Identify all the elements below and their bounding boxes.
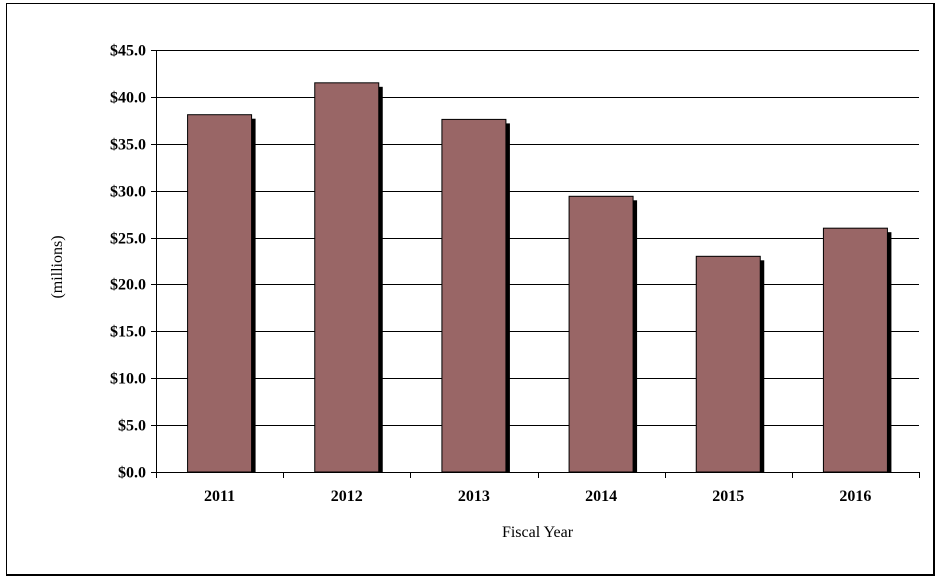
y-tick-label: $5.0 <box>118 418 146 435</box>
bar-2011 <box>187 114 253 473</box>
x-tick-label: 2013 <box>458 488 490 505</box>
x-tick-label: 2012 <box>331 488 363 505</box>
x-tick-label: 2015 <box>712 488 744 505</box>
x-tick-labels: 2011 2012 2013 2014 2015 2016 <box>204 488 871 505</box>
y-tick-label: $0.0 <box>118 465 146 482</box>
y-axis-title: (millions) <box>49 235 66 298</box>
x-tick-label: 2014 <box>585 488 617 505</box>
bars <box>187 82 892 473</box>
bar-2015 <box>695 255 761 473</box>
y-tick-label: $35.0 <box>110 137 146 154</box>
bar-2014 <box>568 195 634 473</box>
gridlines <box>156 50 919 426</box>
axes <box>151 50 920 478</box>
x-axis-title: Fiscal Year <box>502 524 574 541</box>
y-tick-labels: $0.0 $5.0 $10.0 $15.0 $20.0 $25.0 $30.0 $35.0 $4… <box>110 43 146 482</box>
y-tick-label: $45.0 <box>110 43 146 60</box>
bar-2013 <box>441 118 507 473</box>
x-tick-label: 2016 <box>839 488 871 505</box>
bar-2016 <box>822 227 888 473</box>
y-tick-label: $30.0 <box>110 184 146 201</box>
y-tick-label: $10.0 <box>110 371 146 388</box>
y-tick-label: $15.0 <box>110 324 146 341</box>
y-tick-label: $25.0 <box>110 231 146 248</box>
y-tick-label: $20.0 <box>110 277 146 294</box>
x-tick-label: 2011 <box>204 488 235 505</box>
y-tick-label: $40.0 <box>110 90 146 107</box>
bar-2012 <box>314 82 380 473</box>
